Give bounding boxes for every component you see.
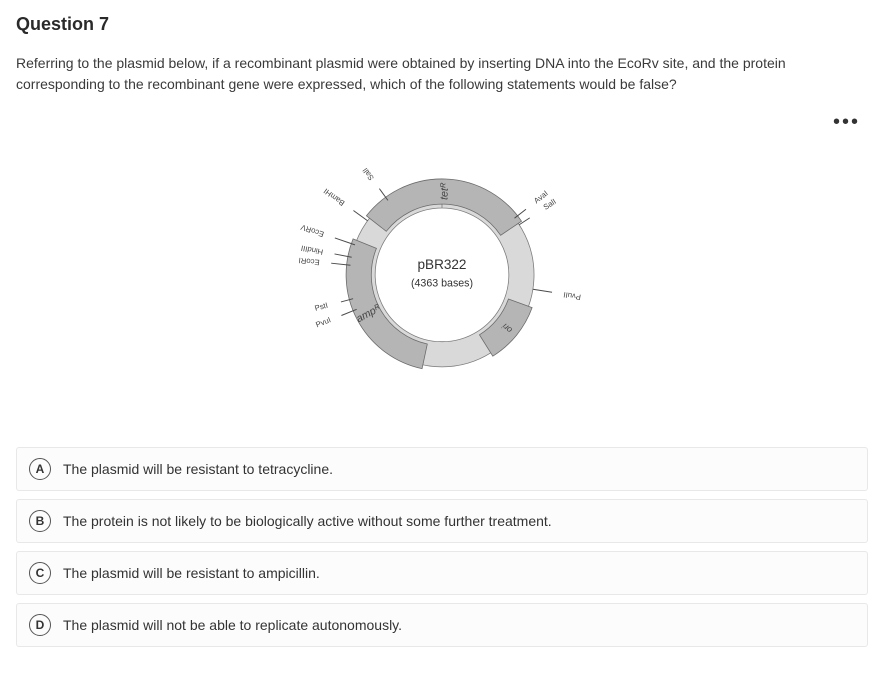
option-c[interactable]: C The plasmid will be resistant to ampici… — [16, 551, 868, 595]
option-text: The protein is not likely to be biologic… — [63, 513, 552, 529]
option-b[interactable]: B The protein is not likely to be biologi… — [16, 499, 868, 543]
option-letter: B — [29, 510, 51, 532]
svg-text:EcoRI: EcoRI — [298, 256, 320, 267]
option-d[interactable]: D The plasmid will not be able to replica… — [16, 603, 868, 647]
question-title: Question 7 — [16, 14, 868, 35]
svg-text:(4363 bases): (4363 bases) — [411, 277, 473, 289]
svg-text:SalI: SalI — [361, 166, 376, 182]
svg-text:BamHI: BamHI — [322, 186, 346, 207]
option-text: The plasmid will not be able to replicat… — [63, 617, 402, 633]
options-list: A The plasmid will be resistant to tetrac… — [16, 447, 868, 647]
question-stem: Referring to the plasmid below, if a rec… — [16, 53, 868, 95]
figure-area: ••• ampᴿtetᴿoriPvuIPstIEcoRIHindIIIEcoRV… — [16, 105, 868, 435]
more-options-icon[interactable]: ••• — [833, 111, 860, 134]
option-letter: D — [29, 614, 51, 636]
svg-text:PvuII: PvuII — [563, 290, 582, 302]
option-letter: C — [29, 562, 51, 584]
svg-text:HindIII: HindIII — [300, 243, 324, 256]
plasmid-diagram: ampᴿtetᴿoriPvuIPstIEcoRIHindIIIEcoRVBamH… — [282, 115, 602, 425]
svg-text:pBR322: pBR322 — [418, 257, 467, 272]
svg-text:EcoRV: EcoRV — [299, 222, 325, 239]
option-letter: A — [29, 458, 51, 480]
option-text: The plasmid will be resistant to tetracy… — [63, 461, 333, 477]
option-text: The plasmid will be resistant to ampicil… — [63, 565, 320, 581]
svg-text:PvuI: PvuI — [314, 315, 332, 329]
svg-text:tetᴿ: tetᴿ — [438, 182, 451, 200]
svg-text:PstI: PstI — [314, 301, 329, 313]
option-a[interactable]: A The plasmid will be resistant to tetrac… — [16, 447, 868, 491]
